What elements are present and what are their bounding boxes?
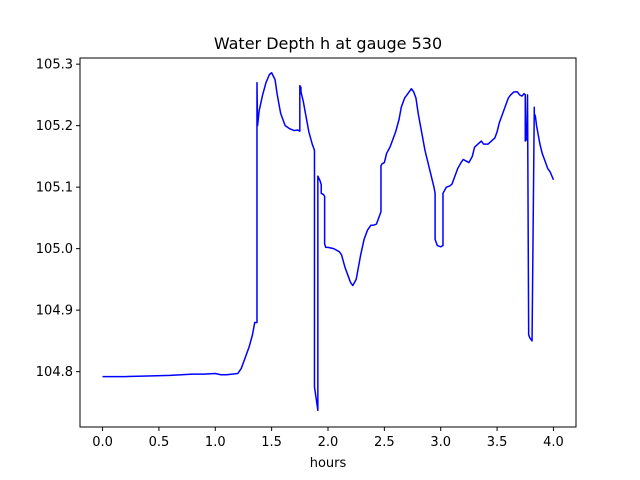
x-tick-label: 4.0 [543,435,564,450]
y-tick-label: 105.2 [36,119,73,134]
y-tick-label: 104.9 [36,304,73,319]
chart-title: Water Depth h at gauge 530 [214,34,442,53]
y-axis: 104.8 104.9 105.0 105.1 105.2 105.3 [36,58,80,380]
y-tick-label: 105.3 [36,58,73,73]
x-tick-label: 0.5 [149,435,170,450]
x-tick-label: 3.5 [487,435,508,450]
x-tick-label: 1.5 [261,435,282,450]
x-tick-label: 1.0 [205,435,226,450]
x-tick-label: 0.0 [92,435,113,450]
x-axis-label: hours [310,456,347,471]
series-line-0 [102,72,555,412]
x-tick-label: 3.0 [430,435,451,450]
x-axis: 0.0 0.5 1.0 1.5 2.0 2.5 3.0 3.5 4.0 [92,427,564,450]
x-tick-label: 2.5 [374,435,395,450]
x-tick-label: 2.0 [318,435,339,450]
plot-area [102,72,555,412]
plot-frame [79,57,577,428]
y-tick-label: 105.0 [36,242,73,257]
y-tick-label: 105.1 [36,181,73,196]
y-tick-label: 104.8 [36,365,73,380]
